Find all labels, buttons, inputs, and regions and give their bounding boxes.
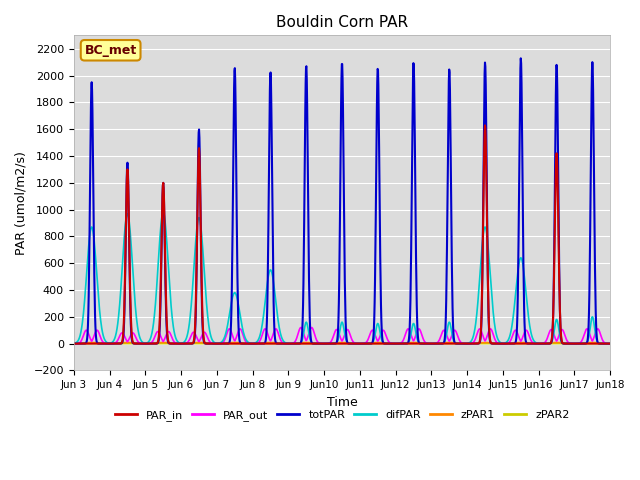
Legend: PAR_in, PAR_out, totPAR, difPAR, zPAR1, zPAR2: PAR_in, PAR_out, totPAR, difPAR, zPAR1, …: [110, 406, 574, 425]
Title: Bouldin Corn PAR: Bouldin Corn PAR: [276, 15, 408, 30]
Y-axis label: PAR (umol/m2/s): PAR (umol/m2/s): [15, 151, 28, 255]
Text: BC_met: BC_met: [84, 44, 137, 57]
X-axis label: Time: Time: [326, 396, 357, 408]
